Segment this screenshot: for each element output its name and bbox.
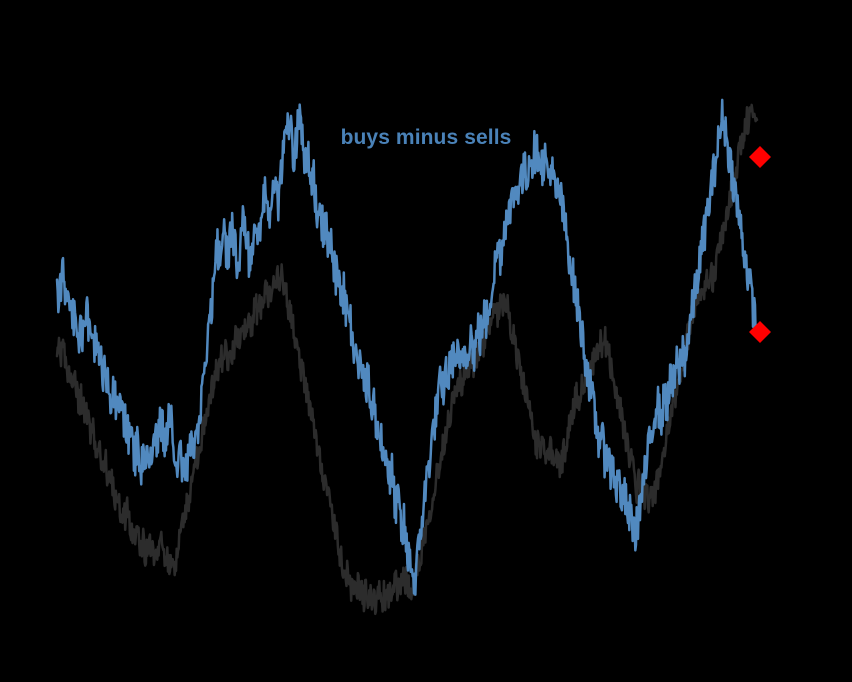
- dark-series-line: [55, 103, 759, 616]
- series-group-blue: [55, 98, 759, 596]
- series-group-dark: [55, 103, 759, 616]
- endpoint-marker-dark: [749, 146, 771, 168]
- endpoint-marker-blue: [749, 321, 771, 343]
- blue-series-line: [55, 98, 759, 596]
- endpoint-markers-group: [749, 146, 771, 343]
